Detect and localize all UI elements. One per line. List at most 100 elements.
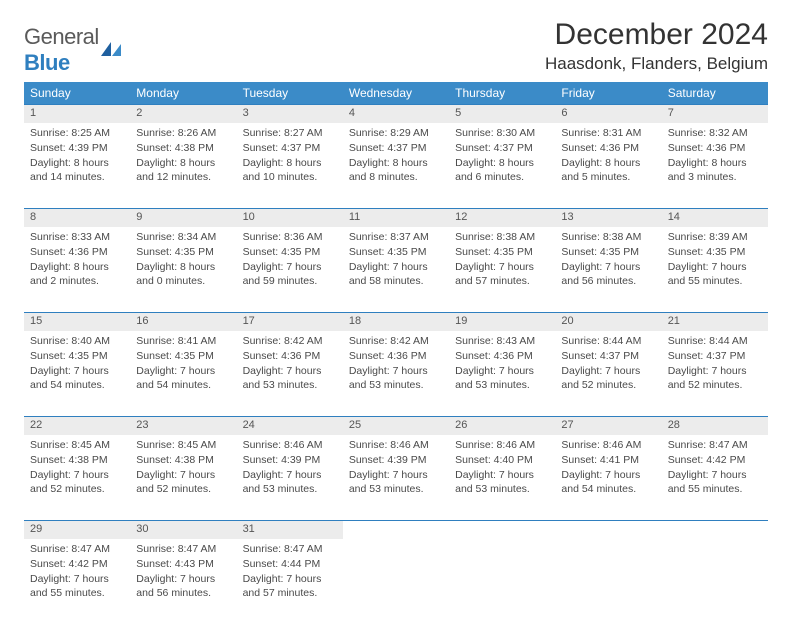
- daylight-text: Daylight: 8 hours and 12 minutes.: [136, 156, 230, 184]
- sunrise-text: Sunrise: 8:34 AM: [136, 230, 230, 244]
- day-number-cell: 9: [130, 209, 236, 227]
- sunset-text: Sunset: 4:36 PM: [243, 349, 337, 363]
- sunrise-text: Sunrise: 8:46 AM: [243, 438, 337, 452]
- daylight-text: Daylight: 7 hours and 53 minutes.: [349, 364, 443, 392]
- day-number-cell: 14: [662, 209, 768, 227]
- daylight-text: Daylight: 7 hours and 55 minutes.: [30, 572, 124, 600]
- sunset-text: Sunset: 4:39 PM: [30, 141, 124, 155]
- daylight-text: Daylight: 7 hours and 53 minutes.: [349, 468, 443, 496]
- day-number-cell: 3: [237, 105, 343, 123]
- day-data-cell: Sunrise: 8:42 AMSunset: 4:36 PMDaylight:…: [237, 331, 343, 417]
- sunset-text: Sunset: 4:37 PM: [349, 141, 443, 155]
- sunset-text: Sunset: 4:39 PM: [349, 453, 443, 467]
- day-number-cell: 15: [24, 313, 130, 331]
- day-number-cell: 7: [662, 105, 768, 123]
- daylight-text: Daylight: 8 hours and 3 minutes.: [668, 156, 762, 184]
- sunset-text: Sunset: 4:37 PM: [455, 141, 549, 155]
- day-number-cell: 12: [449, 209, 555, 227]
- daylight-text: Daylight: 7 hours and 54 minutes.: [561, 468, 655, 496]
- sunrise-text: Sunrise: 8:47 AM: [30, 542, 124, 556]
- day-data-cell: Sunrise: 8:45 AMSunset: 4:38 PMDaylight:…: [24, 435, 130, 521]
- daylight-text: Daylight: 7 hours and 52 minutes.: [136, 468, 230, 496]
- day-number-cell: [662, 521, 768, 539]
- daylight-text: Daylight: 8 hours and 2 minutes.: [30, 260, 124, 288]
- day-data-cell: Sunrise: 8:47 AMSunset: 4:42 PMDaylight:…: [662, 435, 768, 521]
- daylight-text: Daylight: 7 hours and 53 minutes.: [243, 364, 337, 392]
- sunrise-text: Sunrise: 8:42 AM: [243, 334, 337, 348]
- day-number-cell: 22: [24, 417, 130, 435]
- sunrise-text: Sunrise: 8:41 AM: [136, 334, 230, 348]
- sunrise-text: Sunrise: 8:46 AM: [349, 438, 443, 452]
- daylight-text: Daylight: 7 hours and 54 minutes.: [136, 364, 230, 392]
- day-number-cell: 1: [24, 105, 130, 123]
- day-number-cell: 16: [130, 313, 236, 331]
- dow-sunday: Sunday: [24, 82, 130, 105]
- day-data-cell: Sunrise: 8:37 AMSunset: 4:35 PMDaylight:…: [343, 227, 449, 313]
- sunset-text: Sunset: 4:40 PM: [455, 453, 549, 467]
- sunset-text: Sunset: 4:36 PM: [668, 141, 762, 155]
- daylight-text: Daylight: 7 hours and 57 minutes.: [243, 572, 337, 600]
- day-data-cell: Sunrise: 8:25 AMSunset: 4:39 PMDaylight:…: [24, 123, 130, 209]
- day-number-cell: [343, 521, 449, 539]
- data-row: Sunrise: 8:40 AMSunset: 4:35 PM Daylight:…: [24, 331, 768, 417]
- logo-text: General Blue: [24, 24, 99, 76]
- day-number-cell: 13: [555, 209, 661, 227]
- data-row: Sunrise: 8:45 AMSunset: 4:38 PMDaylight:…: [24, 435, 768, 521]
- day-data-cell: Sunrise: 8:30 AMSunset: 4:37 PMDaylight:…: [449, 123, 555, 209]
- calendar-table: Sunday Monday Tuesday Wednesday Thursday…: [24, 82, 768, 625]
- sunrise-text: Sunrise: 8:44 AM: [561, 334, 655, 348]
- sunset-text: Sunset: 4:35 PM: [561, 245, 655, 259]
- day-number-cell: 11: [343, 209, 449, 227]
- sunrise-text: Sunrise: 8:45 AM: [136, 438, 230, 452]
- dow-friday: Friday: [555, 82, 661, 105]
- day-number-cell: [449, 521, 555, 539]
- day-data-cell: Sunrise: 8:32 AMSunset: 4:36 PMDaylight:…: [662, 123, 768, 209]
- dow-thursday: Thursday: [449, 82, 555, 105]
- sunset-text: Sunset: 4:36 PM: [30, 245, 124, 259]
- sunrise-text: Sunrise: 8:42 AM: [349, 334, 443, 348]
- sunrise-text: Sunrise: 8:25 AM: [30, 126, 124, 140]
- sunset-text: Sunset: 4:43 PM: [136, 557, 230, 571]
- day-number-cell: 30: [130, 521, 236, 539]
- sunset-text: Sunset: 4:42 PM: [30, 557, 124, 571]
- daylight-text: Daylight: 8 hours and 14 minutes.: [30, 156, 124, 184]
- sunrise-text: Sunrise: 8:38 AM: [561, 230, 655, 244]
- logo-text-general: General: [24, 24, 99, 49]
- day-data-cell: Sunrise: 8:33 AMSunset: 4:36 PMDaylight:…: [24, 227, 130, 313]
- daylight-text: Daylight: 7 hours and 53 minutes.: [243, 468, 337, 496]
- day-number-cell: 17: [237, 313, 343, 331]
- sunset-text: Sunset: 4:41 PM: [561, 453, 655, 467]
- daylight-text: Daylight: 7 hours and 55 minutes.: [668, 468, 762, 496]
- day-number-cell: 25: [343, 417, 449, 435]
- day-number-cell: 2: [130, 105, 236, 123]
- dow-saturday: Saturday: [662, 82, 768, 105]
- day-number-cell: 19: [449, 313, 555, 331]
- daylight-text: Daylight: 7 hours and 53 minutes.: [455, 468, 549, 496]
- day-data-cell: Sunrise: 8:46 AMSunset: 4:40 PMDaylight:…: [449, 435, 555, 521]
- day-data-cell: Sunrise: 8:29 AMSunset: 4:37 PMDaylight:…: [343, 123, 449, 209]
- title-block: December 2024 Haasdonk, Flanders, Belgiu…: [545, 18, 768, 74]
- sunrise-text: Sunrise: 8:40 AM: [30, 334, 124, 348]
- sunrise-text: Sunrise: 8:36 AM: [243, 230, 337, 244]
- day-number-cell: 5: [449, 105, 555, 123]
- day-number-cell: 29: [24, 521, 130, 539]
- day-number-cell: 20: [555, 313, 661, 331]
- sunset-text: Sunset: 4:37 PM: [668, 349, 762, 363]
- sunrise-text: Sunrise: 8:46 AM: [561, 438, 655, 452]
- sunrise-text: Sunrise: 8:26 AM: [136, 126, 230, 140]
- daylight-text: Daylight: 8 hours and 8 minutes.: [349, 156, 443, 184]
- sunset-text: Sunset: 4:35 PM: [30, 349, 124, 363]
- daynum-row: 891011121314: [24, 209, 768, 227]
- header: General Blue December 2024 Haasdonk, Fla…: [24, 18, 768, 76]
- day-number-cell: 31: [237, 521, 343, 539]
- daynum-row: 293031: [24, 521, 768, 539]
- daylight-text: Daylight: 7 hours and 59 minutes.: [243, 260, 337, 288]
- sunset-text: Sunset: 4:35 PM: [455, 245, 549, 259]
- sunrise-text: Sunrise: 8:39 AM: [668, 230, 762, 244]
- sunset-text: Sunset: 4:36 PM: [349, 349, 443, 363]
- day-number-cell: 4: [343, 105, 449, 123]
- sunrise-text: Sunrise: 8:43 AM: [455, 334, 549, 348]
- day-data-cell: Sunrise: 8:44 AMSunset: 4:37 PMDaylight:…: [555, 331, 661, 417]
- day-data-cell: Sunrise: 8:27 AMSunset: 4:37 PMDaylight:…: [237, 123, 343, 209]
- daylight-text: Daylight: 7 hours and 55 minutes.: [668, 260, 762, 288]
